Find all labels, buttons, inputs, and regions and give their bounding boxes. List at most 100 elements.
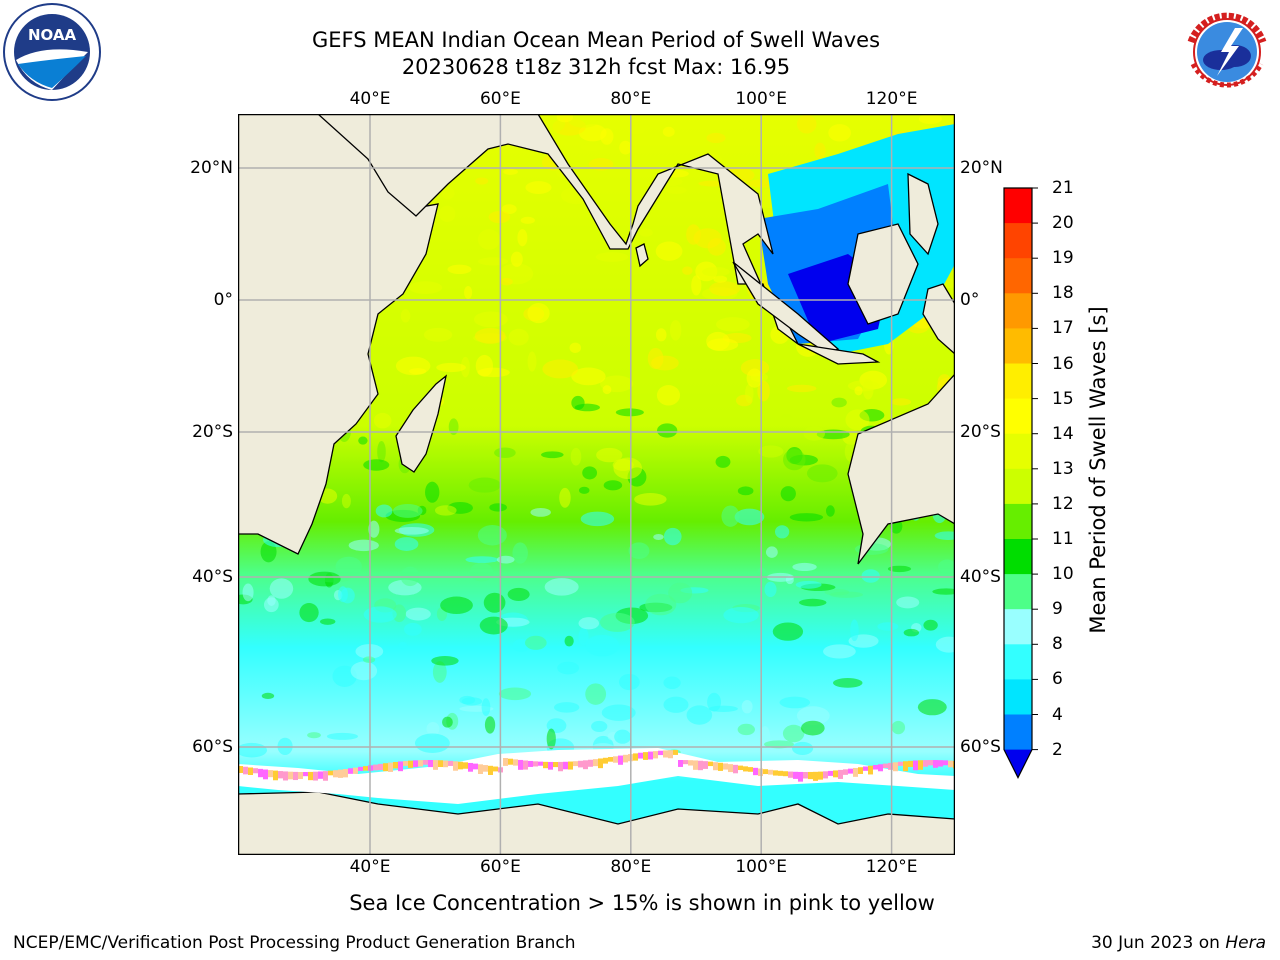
sea-ice-cell	[248, 767, 253, 776]
swell-patch	[475, 354, 494, 377]
sea-ice-cell	[728, 764, 733, 773]
swell-patch	[887, 565, 912, 573]
swell-patch	[358, 436, 368, 445]
lat-tick-left: 0°	[213, 290, 233, 310]
sea-ice-cell	[273, 770, 278, 781]
sea-ice-cell	[468, 762, 473, 772]
sea-ice-cell	[778, 770, 783, 776]
colorbar-bin	[1004, 644, 1032, 680]
sea-ice-cell	[528, 760, 533, 767]
colorbar-label: 6	[1052, 669, 1063, 690]
sea-ice-cell	[713, 762, 718, 771]
swell-patch	[554, 702, 580, 713]
swell-patch	[363, 606, 397, 623]
swell-patch	[431, 656, 459, 666]
sea-ice-cell	[653, 751, 658, 759]
swell-patch	[917, 699, 947, 716]
swell-patch	[745, 383, 754, 404]
sea-ice-cell	[263, 769, 268, 780]
swell-patch	[510, 251, 523, 267]
australia-landmass	[847, 373, 955, 565]
swell-patch	[398, 641, 408, 650]
swell-patch	[373, 412, 392, 429]
colorbar-label: 9	[1052, 599, 1063, 620]
map	[238, 114, 955, 855]
swell-patch	[595, 252, 629, 262]
lon-tick-top: 100°E	[735, 89, 788, 109]
sea-ice-cell	[918, 760, 923, 770]
sea-ice-cell	[878, 764, 883, 772]
swell-patch	[541, 451, 564, 459]
sea-ice-cell	[658, 750, 663, 756]
sea-ice-cell	[373, 764, 378, 771]
sea-ice-cell	[908, 760, 913, 767]
sea-ice-cell	[573, 761, 578, 767]
swell-patch	[653, 533, 664, 540]
swell-patch	[655, 241, 683, 261]
lon-tick-bottom: 120°E	[865, 857, 918, 877]
colorbar-label: 11	[1052, 529, 1074, 549]
sea-ice-cell	[358, 766, 363, 771]
lon-tick-top: 120°E	[865, 89, 918, 109]
swell-patch	[682, 266, 693, 275]
colorbar-bin	[1004, 574, 1032, 610]
sea-ice-cell	[288, 771, 293, 780]
sea-ice-cell	[548, 761, 553, 770]
sea-ice-cell	[543, 761, 548, 769]
sea-ice-cell	[313, 771, 318, 781]
swell-patch	[500, 277, 513, 286]
swell-patch	[477, 257, 509, 266]
swell-patch	[639, 228, 653, 237]
sea-ice-cell	[493, 766, 498, 772]
sea-ice-cell	[693, 760, 698, 770]
map-layers	[238, 114, 955, 855]
swell-patch	[520, 216, 535, 224]
swell-patch	[707, 238, 726, 256]
sea-ice-cell	[748, 767, 753, 772]
sea-ice-cell	[783, 771, 788, 777]
swell-patch	[656, 385, 681, 406]
sulawesi	[922, 283, 955, 355]
borneo	[847, 223, 919, 325]
lat-tick-left: 20°S	[192, 422, 233, 442]
swell-patch	[845, 409, 870, 431]
colorbar-bin	[1004, 223, 1032, 259]
swell-patch	[645, 593, 677, 616]
swell-patch	[442, 716, 453, 728]
sea-ice-cell	[698, 760, 703, 771]
sea-ice-cell	[458, 761, 463, 770]
swell-patch	[571, 367, 606, 386]
swell-patch	[591, 720, 608, 732]
swell-patch	[824, 588, 850, 596]
swell-patch	[394, 537, 419, 551]
sea-ice-cell	[838, 769, 843, 779]
sea-ice-cell	[578, 760, 583, 768]
lat-tick-right: 60°S	[960, 737, 1001, 757]
sea-ice-cell	[928, 760, 933, 766]
swell-patch	[436, 362, 466, 373]
swell-patch	[508, 328, 529, 346]
sea-ice-cell	[258, 768, 263, 778]
lat-tick-right: 40°S	[960, 567, 1001, 587]
sea-ice-cell	[633, 753, 638, 761]
sea-ice-cell	[793, 771, 798, 779]
swell-patch	[326, 732, 358, 740]
swell-patch	[571, 395, 585, 410]
sea-ice-cell	[913, 760, 918, 771]
sea-ice-cell	[558, 761, 563, 772]
sea-ice-cell	[243, 766, 248, 775]
sea-ice-cell	[463, 762, 468, 769]
colorbar-label: 20	[1052, 213, 1074, 234]
swell-patch	[261, 692, 275, 700]
swell-patch	[512, 542, 528, 564]
sea-ice-cell	[403, 761, 408, 766]
swell-patch	[764, 581, 777, 598]
sea-ice-cell	[938, 760, 943, 767]
sea-ice-cell	[428, 760, 433, 768]
sea-ice-cell	[393, 761, 398, 769]
swell-patch	[559, 487, 571, 508]
swell-patch	[341, 493, 351, 509]
colorbar-label: 8	[1052, 634, 1063, 655]
sea-ice-cell	[513, 759, 518, 766]
sea-ice-cell	[383, 763, 388, 772]
